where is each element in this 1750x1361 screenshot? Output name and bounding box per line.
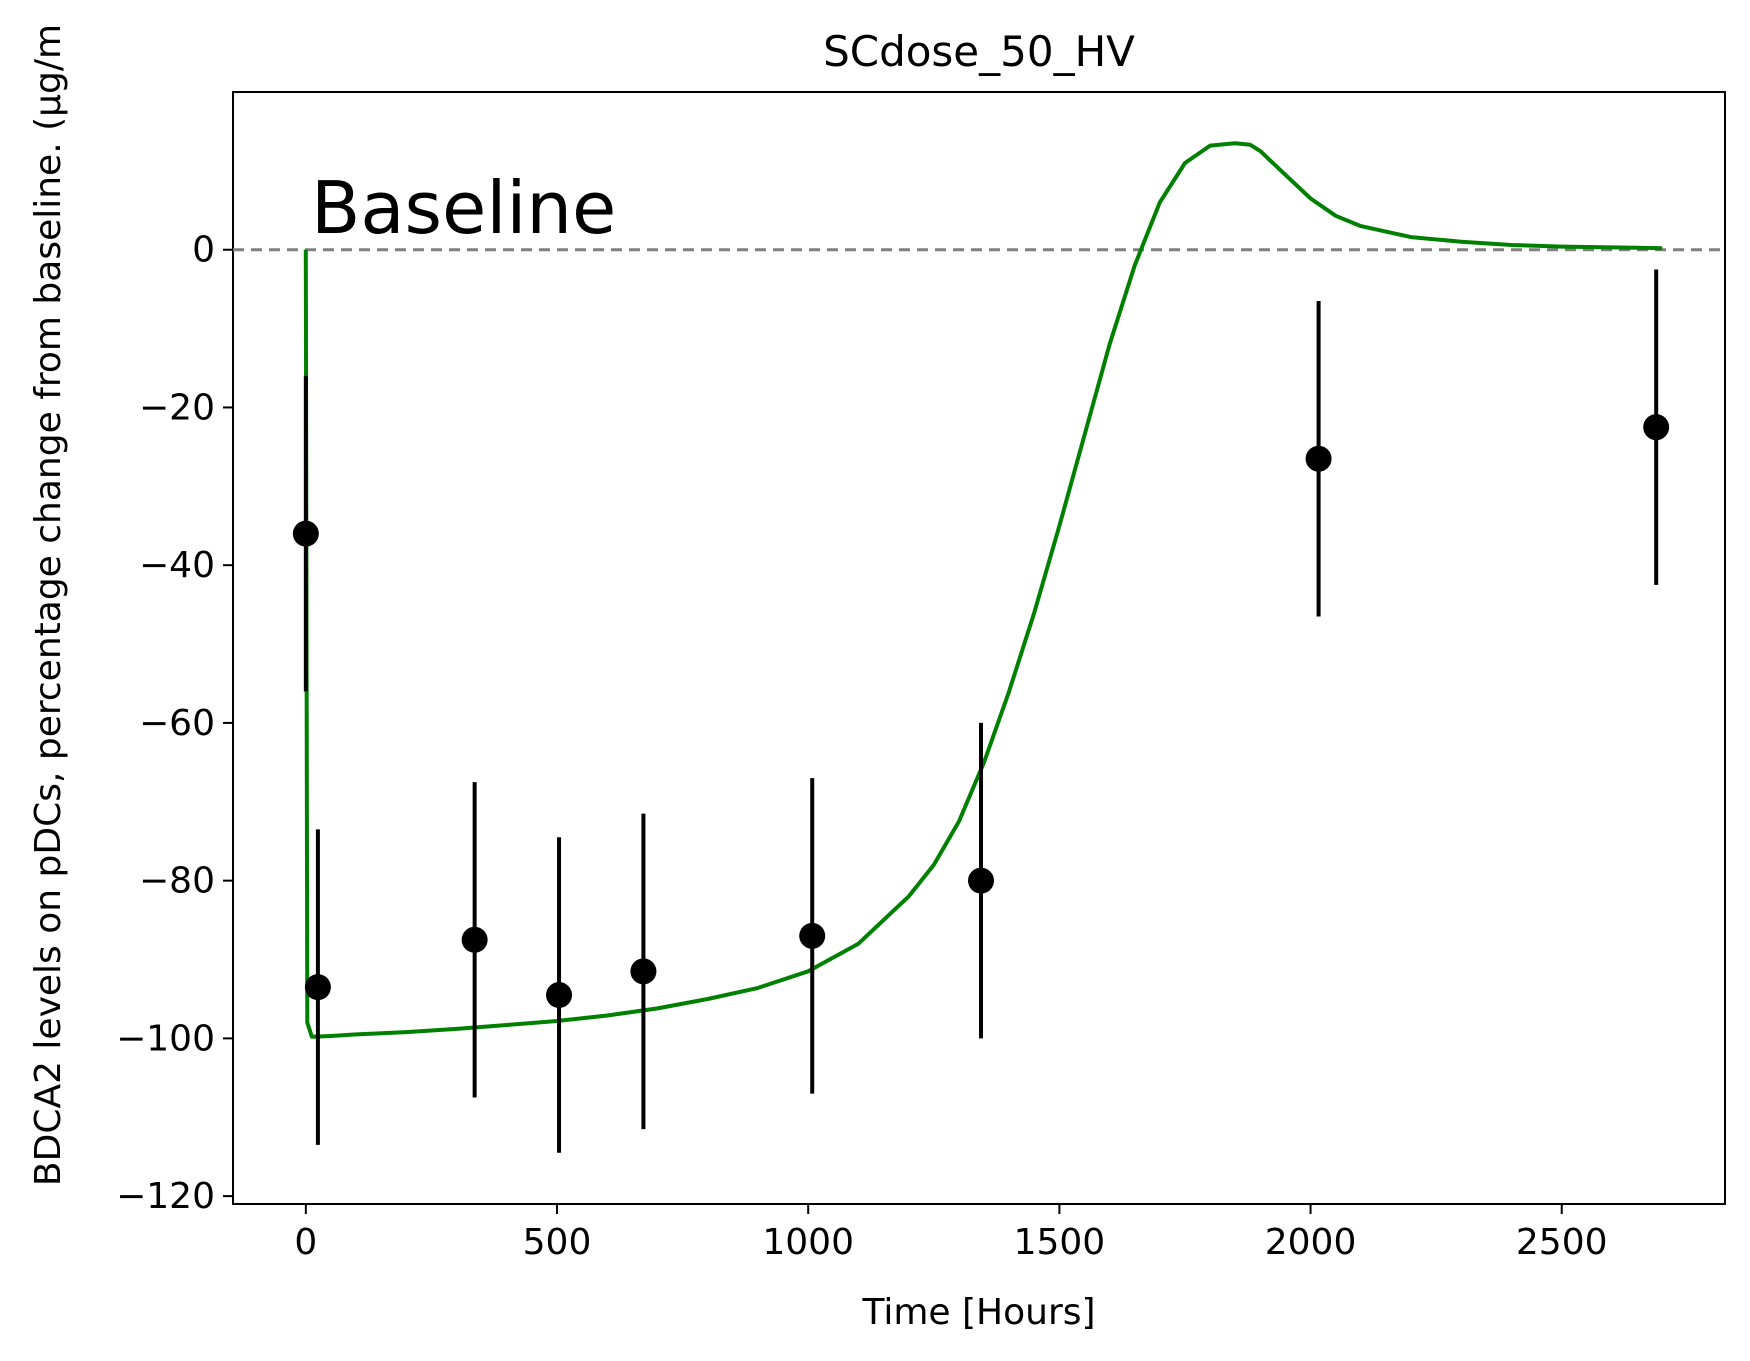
x-axis-ticks: 0 500 1000 1500 2000 2500 bbox=[294, 1204, 1608, 1263]
observed-points-group bbox=[292, 269, 1670, 1153]
y-axis-label: BDCA2 levels on pDCs, percentage change … bbox=[28, 24, 69, 1186]
observed-point bbox=[292, 520, 319, 547]
x-tick-label: 0 bbox=[294, 1222, 317, 1263]
observed-point bbox=[461, 926, 488, 953]
y-tick-label: −80 bbox=[139, 861, 215, 902]
y-tick-label: −120 bbox=[116, 1176, 215, 1217]
baseline-label: Baseline bbox=[311, 166, 616, 250]
observed-point bbox=[1305, 445, 1332, 472]
x-tick-label: 2500 bbox=[1516, 1222, 1608, 1263]
y-tick-label: −60 bbox=[139, 703, 215, 744]
y-tick-label: −20 bbox=[139, 387, 215, 428]
model-curve bbox=[303, 141, 1663, 1039]
x-tick-label: 1000 bbox=[762, 1222, 854, 1263]
plot-frame bbox=[232, 91, 1726, 1205]
x-tick-label: 2000 bbox=[1265, 1222, 1357, 1263]
y-tick-label: −40 bbox=[139, 545, 215, 586]
y-tick-label: 0 bbox=[192, 230, 215, 271]
model-curve-group bbox=[303, 141, 1663, 1039]
y-tick-label: −100 bbox=[116, 1018, 215, 1059]
observed-point bbox=[546, 982, 573, 1009]
x-tick-label: 500 bbox=[523, 1222, 592, 1263]
y-axis-ticks: 0 −20 −40 −60 −80 −100 −120 bbox=[116, 230, 233, 1217]
observed-point bbox=[1643, 414, 1670, 441]
x-tick-label: 1500 bbox=[1014, 1222, 1106, 1263]
observed-point bbox=[630, 958, 657, 985]
x-axis-label: Time [Hours] bbox=[861, 1292, 1095, 1333]
observed-point bbox=[968, 867, 995, 894]
observed-point bbox=[799, 922, 826, 949]
observed-point bbox=[304, 974, 331, 1001]
chart-title: SCdose_50_HV bbox=[823, 27, 1135, 76]
